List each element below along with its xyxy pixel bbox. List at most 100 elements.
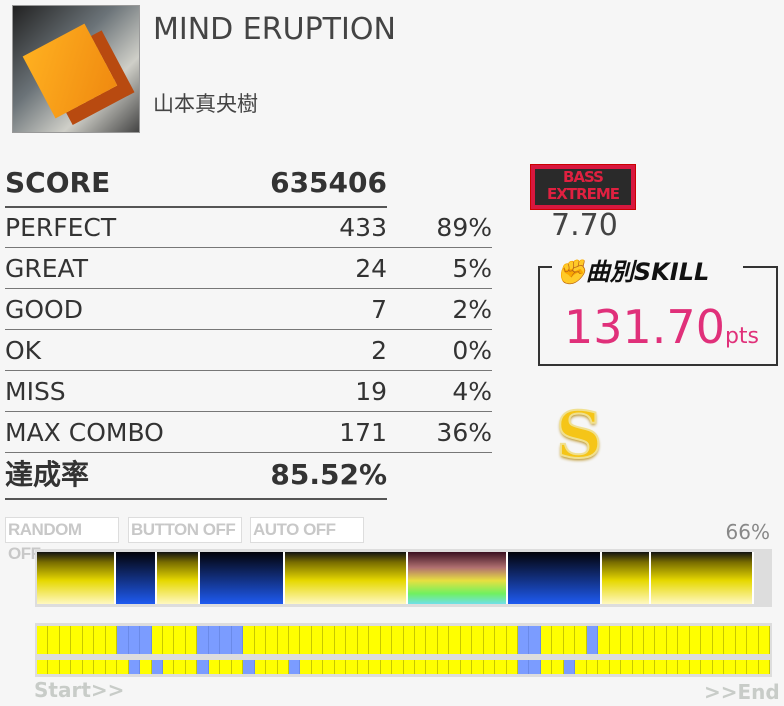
judgement-label: MISS [5,377,66,406]
timeline-cell [403,626,415,654]
skill-unit: pts [724,324,760,349]
difficulty-level: 7.70 [551,208,618,243]
divider [538,266,552,268]
timeline-cell [346,626,358,654]
timeline-cell [426,626,438,654]
timeline-cell-miss [208,626,221,654]
skill-value: 131.70pts [564,300,759,354]
timeline-cell [632,660,645,674]
skill-number: 131.70 [564,300,725,354]
progress-percent: 66% [725,520,770,544]
timeline-end-label: >>End [704,680,780,704]
timeline-cell-miss [288,660,301,674]
timeline-cell [414,626,427,654]
timeline-cell [369,660,381,674]
timeline-cell [483,626,496,654]
section-rainbow [408,552,508,604]
timeline-cell [185,626,198,654]
timeline-cell [552,660,564,674]
timeline-cell-miss [128,626,141,654]
difficulty-part: BASS [563,168,604,186]
timeline-cell [323,626,335,654]
timeline-cell [747,626,759,654]
timeline-cell-miss [128,660,141,674]
divider [5,288,492,289]
timeline-cell [598,626,610,654]
achievement-label: 達成率 [5,458,90,491]
timeline-cell [243,626,255,654]
score-value: 635406 [270,166,387,199]
divider [5,206,387,208]
timeline-cell [586,660,599,674]
timeline-cell [392,626,404,654]
difficulty-name: EXTREME [546,185,620,203]
divider [5,370,492,371]
timeline-cell [346,660,358,674]
timeline-cell [609,626,622,654]
section-yellow [651,552,754,604]
skill-box [538,266,778,366]
timeline-cell [689,660,702,674]
timeline-cell-miss [220,626,232,654]
judgement-count: 2 [371,336,387,365]
section-yellow [157,552,200,604]
timeline-cell [254,660,267,674]
timeline-cell-miss [117,626,129,654]
timeline-cell [94,660,106,674]
skill-header: ✊曲別SKILL [538,252,778,287]
timeline-cell [288,626,301,654]
timeline-cell [449,626,461,654]
timeline-cell [105,626,118,654]
timeline-cell [644,660,656,674]
judgement-percent: 89% [436,213,492,242]
timeline-cell [678,660,690,674]
rank-badge: S [555,397,603,474]
timeline-cell [140,660,152,674]
divider [5,411,492,412]
timeline-cell [403,660,415,674]
timeline-cell [621,660,633,674]
timeline-cell [369,626,381,654]
album-jacket [12,5,140,133]
timeline-cell [666,660,679,674]
timeline-cell [506,660,519,674]
timeline-cell [495,660,507,674]
timeline-cell [724,626,736,654]
section-yellow [37,552,116,604]
timeline-cell [300,626,312,654]
timeline-cell [724,660,736,674]
timeline-cell [437,660,450,674]
timeline-cell [48,626,60,654]
judgement-percent: 0% [452,336,492,365]
timeline-cell [105,660,118,674]
timeline-cell [460,660,473,674]
judgement-label: GREAT [5,254,88,283]
timeline-cell-miss [140,626,152,654]
section-blue [116,552,157,604]
timeline-cell [575,660,587,674]
section-blue [508,552,602,604]
timeline-cell [678,626,690,654]
timeline-cell-miss [529,660,541,674]
divider [5,498,387,500]
timeline-cell [655,626,667,654]
timeline-cell [575,626,587,654]
judgement-row: OK 2 0% [5,331,492,371]
timeline-cell [254,626,267,654]
timeline-cell [266,660,278,674]
section-yellow [602,552,651,604]
timeline-cell [48,660,60,674]
timeline-cell [380,626,393,654]
option-auto: AUTO OFF [250,517,364,543]
timeline-cell [185,660,198,674]
timeline-cell [94,626,106,654]
timeline-cell-miss [529,626,541,654]
timeline-cell [277,660,289,674]
timeline-cell [334,626,347,654]
timeline-cell [701,626,713,654]
timeline-cell-miss [586,626,599,654]
timeline-cell [632,626,645,654]
option-random: RANDOM OFF [5,517,119,563]
timeline-cell [37,626,49,654]
timeline-cell [392,660,404,674]
